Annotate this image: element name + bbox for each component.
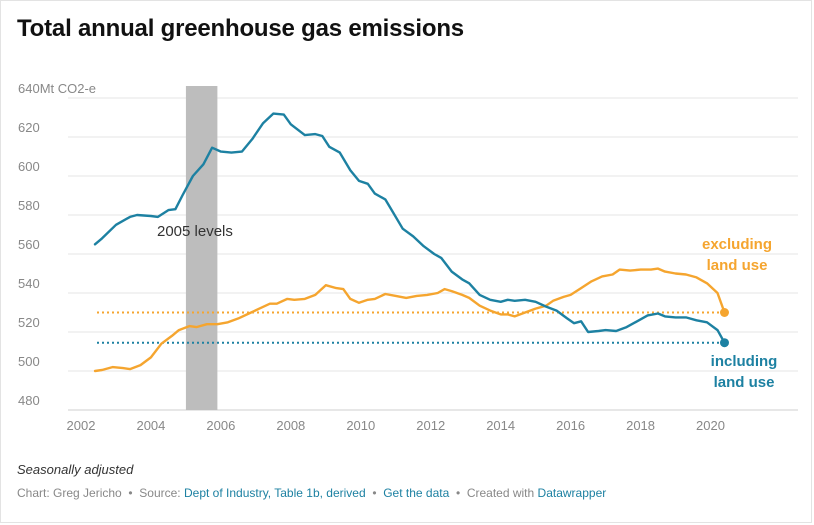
footer-separator: •	[369, 486, 380, 500]
footer-separator: •	[125, 486, 136, 500]
x-tick-label: 2008	[276, 418, 305, 433]
chart-title: Total annual greenhouse gas emissions	[17, 15, 464, 42]
x-tick-label: 2004	[136, 418, 165, 433]
x-tick-label: 2014	[486, 418, 515, 433]
series-end-marker	[719, 308, 729, 317]
y-tick-label: 520	[18, 315, 40, 330]
series-label: excluding	[702, 236, 772, 253]
series-line	[93, 267, 726, 373]
highlight-band-2005	[185, 86, 218, 410]
y-tick-label: 580	[18, 198, 40, 213]
series-line	[93, 112, 726, 344]
x-axis-ticks: 2002 2004 2006 2008 2010 2012 2014 2016 2018 2020	[67, 418, 725, 433]
datawrapper-link[interactable]: Datawrapper	[537, 486, 607, 500]
x-tick-label: 2010	[346, 418, 375, 433]
x-tick-label: 2012	[416, 418, 445, 433]
y-axis-ticks: 640Mt CO2-e 620 600 580 560 540 520 500 480	[18, 81, 96, 408]
chart-footer: Chart: Greg Jericho • Source: Dept of In…	[17, 486, 606, 500]
footer-separator: •	[452, 486, 464, 500]
source-prefix: Source:	[139, 486, 181, 500]
series-label: land use	[714, 374, 775, 391]
series-label: including	[711, 353, 778, 370]
highlight-band-group: 2005 levels	[157, 86, 233, 410]
x-tick-label: 2006	[206, 418, 235, 433]
y-tick-label: 620	[18, 120, 40, 135]
series-label: land use	[707, 257, 768, 274]
x-tick-label: 2016	[556, 418, 585, 433]
x-tick-label: 2020	[696, 418, 725, 433]
source-link[interactable]: Dept of Industry, Table 1b, derived	[183, 486, 366, 500]
get-the-data-link[interactable]: Get the data	[383, 486, 450, 500]
y-tick-label: 480	[18, 393, 40, 408]
y-tick-label: 540	[18, 276, 40, 291]
highlight-band-label: 2005 levels	[157, 223, 233, 240]
created-with-prefix: Created with	[466, 486, 535, 500]
seasonally-adjusted-note: Seasonally adjusted	[17, 462, 134, 477]
series-end-marker	[719, 338, 729, 348]
series-labels: excluding land use including land use	[702, 236, 777, 391]
x-tick-label: 2018	[626, 418, 655, 433]
series-lines	[93, 112, 729, 373]
chart-credit: Chart: Greg Jericho	[17, 486, 122, 500]
y-tick-label: 640Mt CO2-e	[18, 81, 96, 96]
y-tick-label: 500	[18, 354, 40, 369]
x-tick-label: 2002	[67, 418, 96, 433]
y-tick-label: 560	[18, 237, 40, 252]
y-tick-label: 600	[18, 159, 40, 174]
